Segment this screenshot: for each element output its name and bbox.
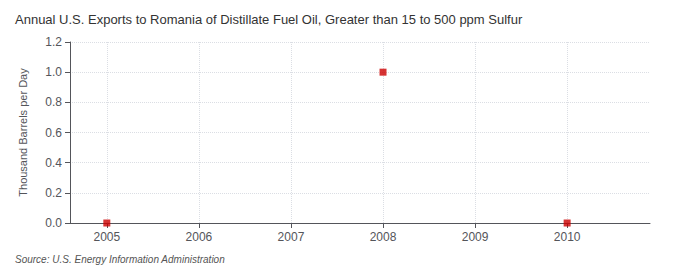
svg-text:2010: 2010	[554, 230, 581, 244]
svg-text:Source: U.S. Energy Informatio: Source: U.S. Energy Information Administ…	[15, 254, 225, 265]
svg-text:2005: 2005	[93, 230, 120, 244]
svg-text:Annual U.S. Exports to Romania: Annual U.S. Exports to Romania of Distil…	[15, 12, 523, 27]
svg-text:0.8: 0.8	[45, 95, 62, 109]
svg-text:2009: 2009	[462, 230, 489, 244]
svg-text:1.2: 1.2	[45, 35, 62, 49]
svg-text:1.0: 1.0	[45, 65, 62, 79]
svg-text:2007: 2007	[278, 230, 305, 244]
svg-text:2006: 2006	[186, 230, 213, 244]
svg-text:2008: 2008	[370, 230, 397, 244]
svg-text:0.4: 0.4	[45, 156, 62, 170]
svg-text:0.0: 0.0	[45, 216, 62, 230]
svg-text:0.6: 0.6	[45, 126, 62, 140]
svg-text:Thousand Barrels per Day: Thousand Barrels per Day	[17, 68, 29, 197]
svg-text:0.2: 0.2	[45, 186, 62, 200]
